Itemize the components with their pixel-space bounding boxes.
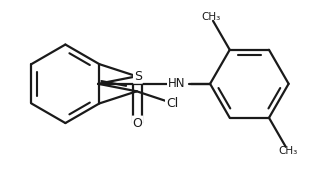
Text: CH₃: CH₃	[278, 146, 298, 156]
Text: O: O	[132, 117, 142, 130]
Text: HN: HN	[168, 77, 186, 90]
Text: S: S	[134, 70, 142, 83]
Text: CH₃: CH₃	[201, 12, 220, 22]
Text: Cl: Cl	[166, 97, 178, 110]
